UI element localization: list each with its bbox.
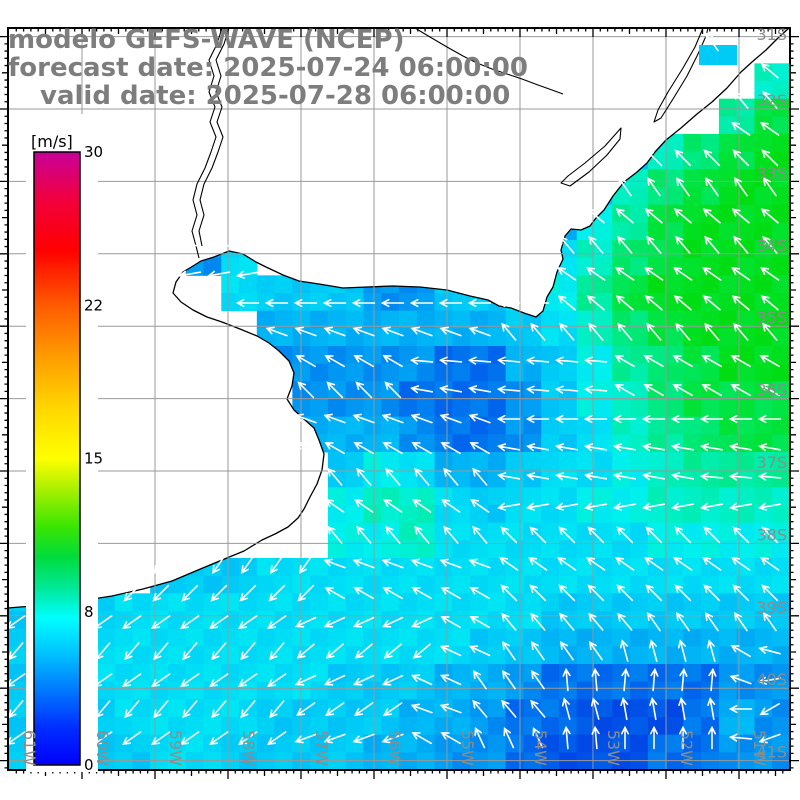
longitude-label: 58W — [239, 730, 258, 766]
latitude-label: 39S — [756, 598, 787, 617]
latitude-label: 38S — [756, 525, 787, 544]
latlon-grid — [8, 28, 790, 770]
longitude-label: 53W — [604, 730, 623, 766]
colorbar-unit-label: [m/s] — [31, 132, 73, 151]
model-title: modelo GEFS-WAVE (NCEP) — [8, 25, 404, 55]
colorbar-tick-labels: 30 22 15 8 0 — [84, 143, 103, 774]
longitude-label: 52W — [677, 730, 696, 766]
colorbar-tick-label: 15 — [84, 450, 103, 468]
colorbar-tick-label: 22 — [84, 296, 103, 314]
axis-ticks — [0, 28, 799, 779]
longitude-label: 59W — [166, 730, 185, 766]
latitude-label: 31S — [756, 25, 787, 44]
longitude-label: 56W — [385, 730, 404, 766]
colorbar-tick-label: 8 — [84, 603, 94, 621]
valid-date: valid date: 2025-07-28 06:00:00 — [40, 81, 510, 111]
wave-direction-arrows — [8, 32, 782, 750]
rivers-and-lagoons — [191, 28, 709, 259]
latitude-label: 33S — [756, 163, 787, 182]
latitude-label: 40S — [756, 670, 787, 689]
plot-title: modelo GEFS-WAVE (NCEP) forecast date: 2… — [8, 25, 528, 111]
colorbar-tick-label: 0 — [84, 756, 94, 774]
longitude-label: 60W — [93, 730, 112, 766]
longitude-label: 51W — [750, 730, 769, 766]
latitude-label: 36S — [756, 381, 787, 400]
coastal-overlay-cells — [699, 45, 737, 65]
latitude-label: 32S — [756, 91, 787, 110]
latitude-label: 34S — [756, 236, 787, 255]
colorbar: [m/s] 30 22 15 8 0 — [26, 114, 103, 774]
longitude-label: 61W — [20, 730, 39, 766]
longitude-label: 55W — [458, 730, 477, 766]
forecast-date: forecast date: 2025-07-24 06:00:00 — [8, 53, 528, 83]
lat-lon-labels: 31S 32S 33S 34S 35S 36S 37S 38S 39S 40S 41S 61W 60W 5… — [20, 25, 787, 766]
longitude-label: 54W — [531, 730, 550, 766]
latitude-label: 37S — [756, 453, 787, 472]
latitude-label: 41S — [756, 743, 787, 762]
latitude-label: 35S — [756, 308, 787, 327]
colorbar-tick-label: 30 — [84, 143, 103, 161]
longitude-label: 57W — [312, 730, 331, 766]
colorbar-gradient — [33, 151, 81, 766]
